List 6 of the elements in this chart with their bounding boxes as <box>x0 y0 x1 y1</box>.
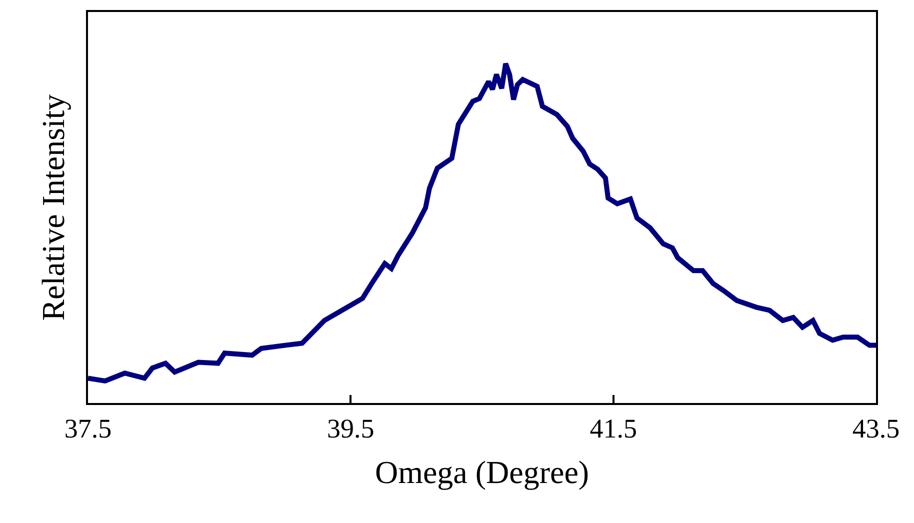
x-tick-label: 39.5 <box>327 413 374 444</box>
x-axis-title: Omega (Degree) <box>374 454 590 490</box>
x-tick-label: 37.5 <box>64 413 112 444</box>
y-axis-title: Relative Intensity <box>34 94 71 321</box>
x-tick-label: 43.5 <box>852 413 900 444</box>
x-tick-label: 41.5 <box>590 413 637 444</box>
